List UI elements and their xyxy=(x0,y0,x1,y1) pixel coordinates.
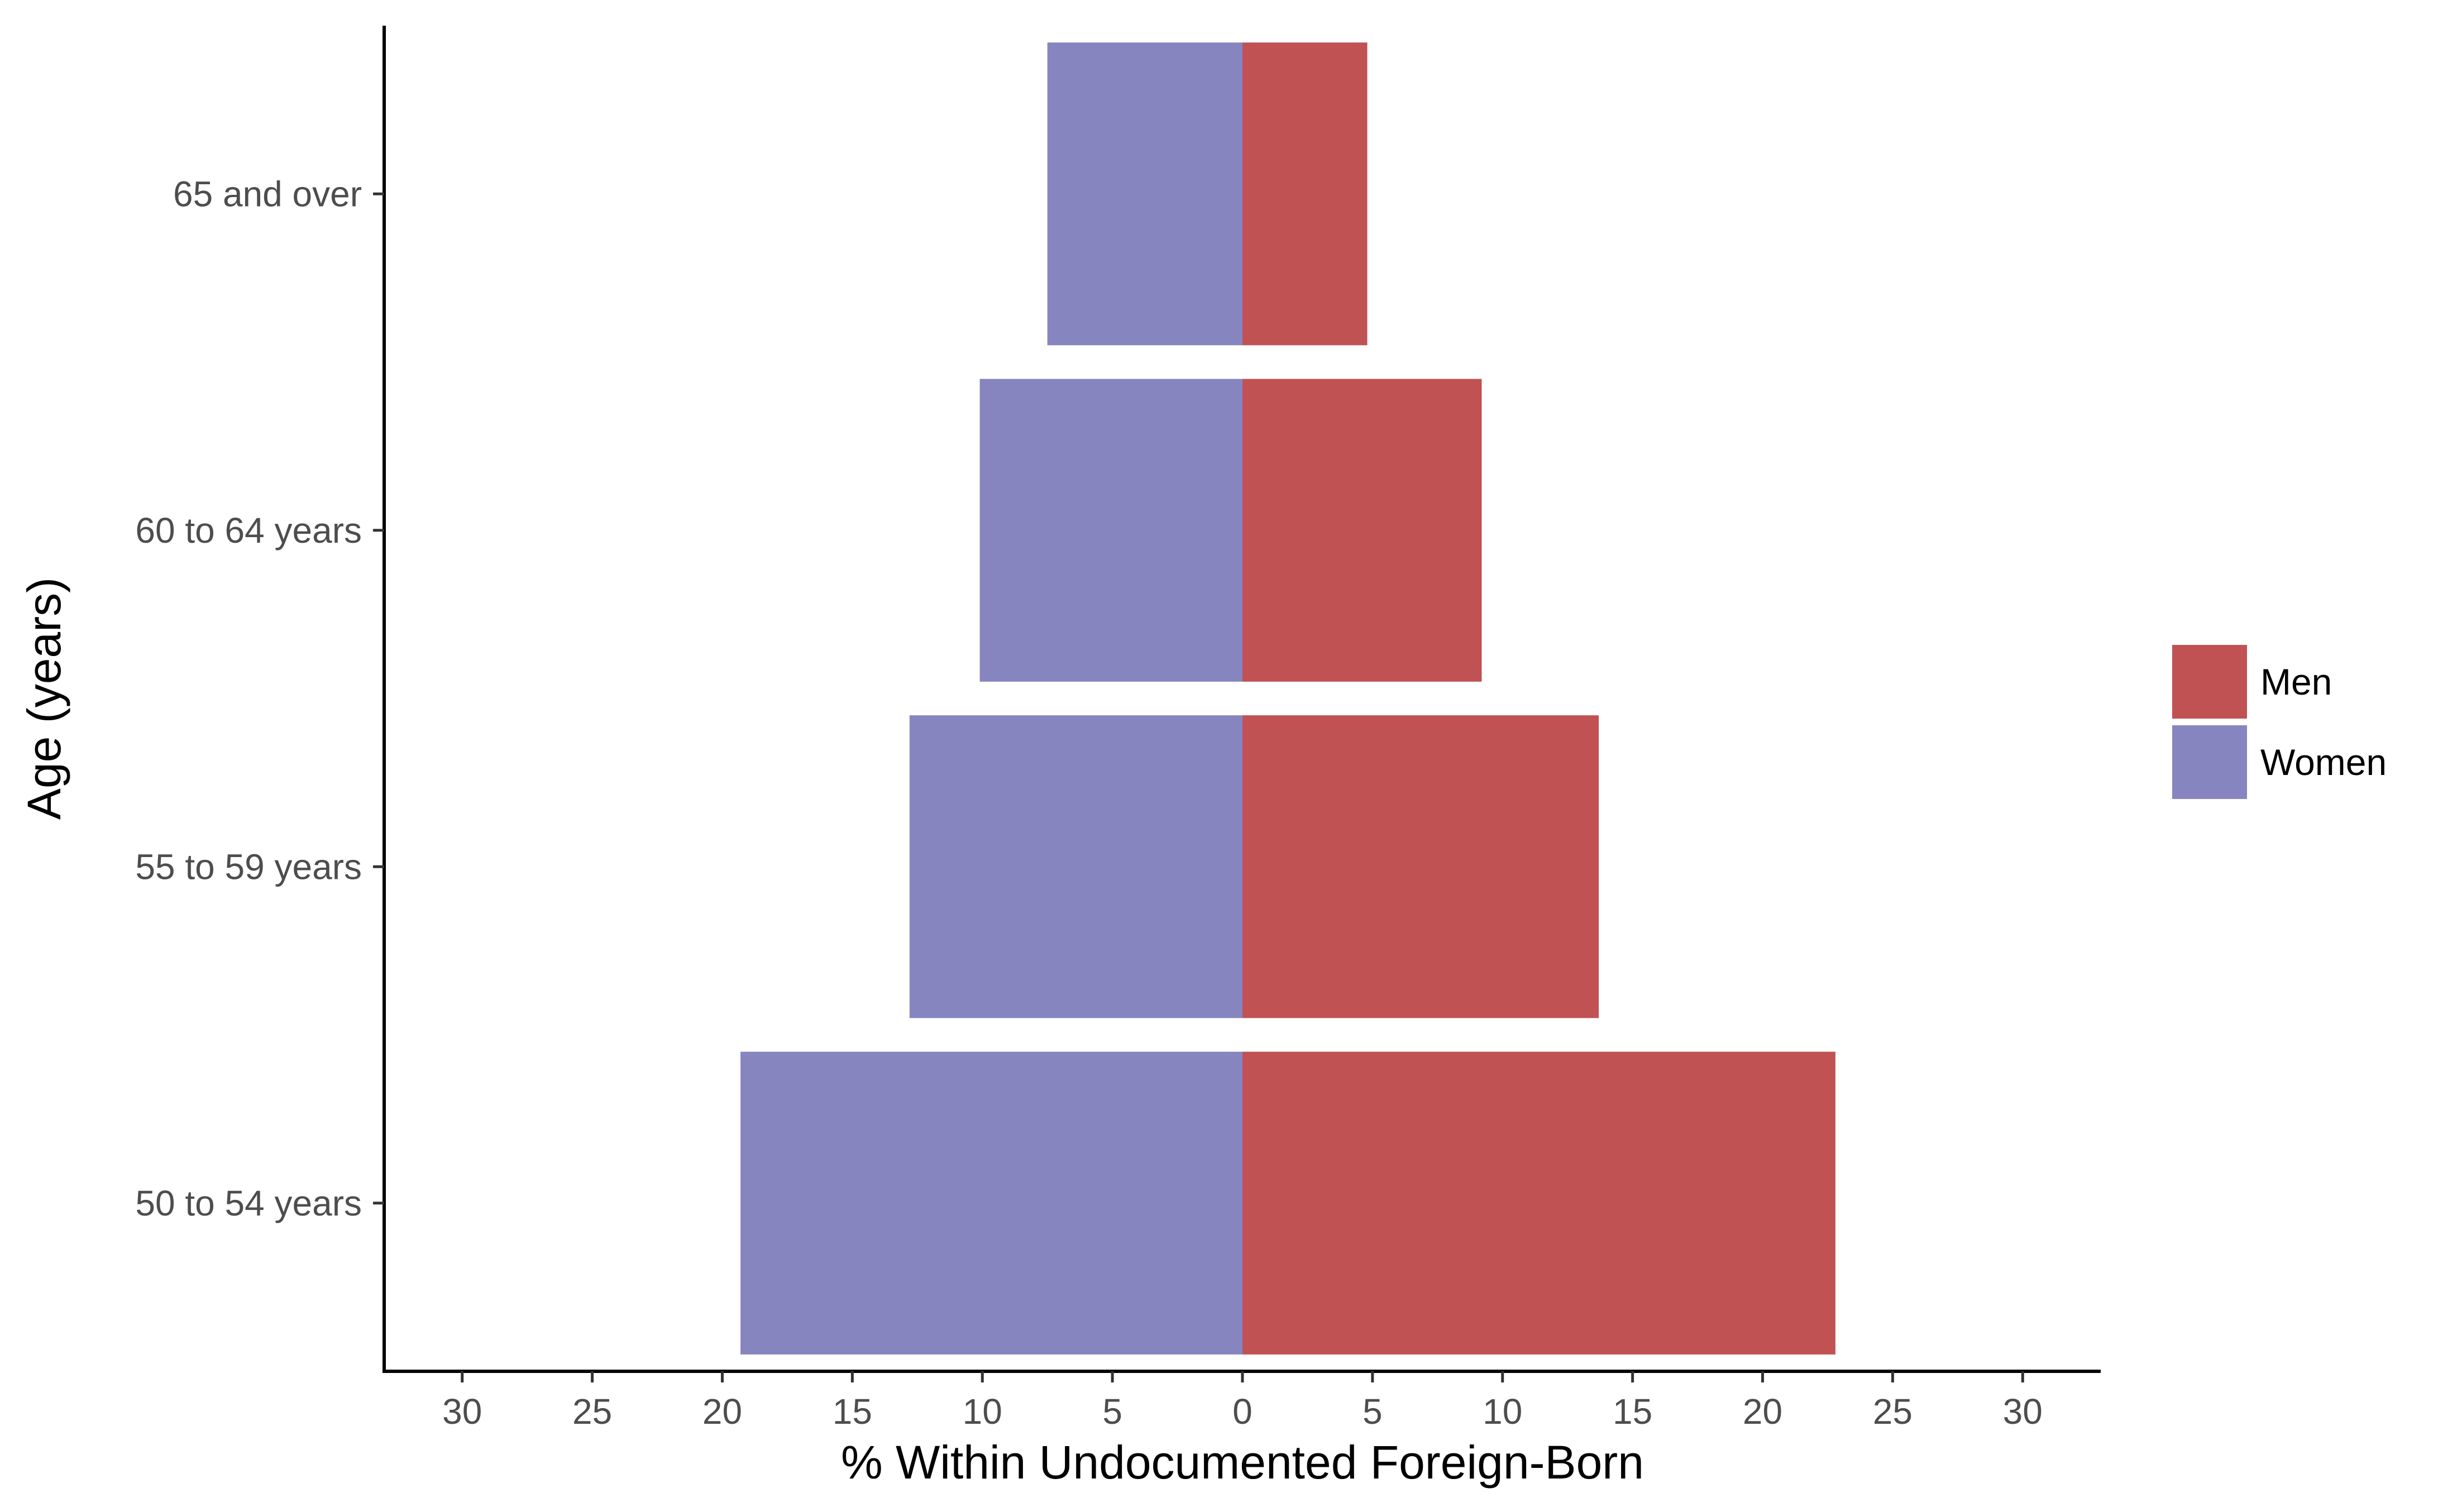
bar-men-1 xyxy=(1242,715,1599,1018)
bar-women-3 xyxy=(1047,42,1242,346)
x-tick-label: 0 xyxy=(1232,1391,1252,1432)
bar-women-2 xyxy=(979,379,1242,682)
legend-label-men: Men xyxy=(2260,661,2332,702)
x-tick-label: 10 xyxy=(1483,1391,1522,1432)
x-tick-label: 30 xyxy=(2003,1391,2043,1432)
x-tick-label: 25 xyxy=(1873,1391,1913,1432)
bar-men-0 xyxy=(1242,1051,1835,1355)
y-axis-title: Age (years) xyxy=(18,577,70,820)
x-tick-label: 30 xyxy=(442,1391,482,1432)
y-tick-label: 65 and over xyxy=(173,174,362,214)
x-tick-label: 5 xyxy=(1362,1391,1383,1432)
y-tick-label: 60 to 64 years xyxy=(135,510,362,551)
bar-men-2 xyxy=(1242,379,1482,682)
x-axis-title: % Within Undocumented Foreign-Born xyxy=(841,1436,1644,1489)
y-tick-label: 50 to 54 years xyxy=(135,1183,362,1223)
legend-key-women xyxy=(2172,725,2247,799)
x-tick-label: 25 xyxy=(572,1391,612,1432)
x-tick-label: 10 xyxy=(963,1391,1002,1432)
ticks-layer: 30 25 20 15 10 5 0 5 10 15 20 25 30 50 to 54 years 55 … xyxy=(135,174,2042,1432)
bar-women-1 xyxy=(909,715,1242,1018)
legend-label-women: Women xyxy=(2260,741,2387,783)
bars-layer xyxy=(740,42,1835,1355)
bar-men-3 xyxy=(1242,42,1368,346)
x-tick-label: 15 xyxy=(833,1391,872,1432)
legend: Men Women xyxy=(2172,645,2387,799)
legend-key-men xyxy=(2172,645,2247,719)
bar-women-0 xyxy=(740,1051,1242,1355)
y-tick-label: 55 to 59 years xyxy=(135,846,362,887)
x-tick-label: 15 xyxy=(1613,1391,1652,1432)
x-tick-label: 20 xyxy=(702,1391,742,1432)
x-tick-label: 5 xyxy=(1102,1391,1122,1432)
x-tick-label: 20 xyxy=(1743,1391,1782,1432)
